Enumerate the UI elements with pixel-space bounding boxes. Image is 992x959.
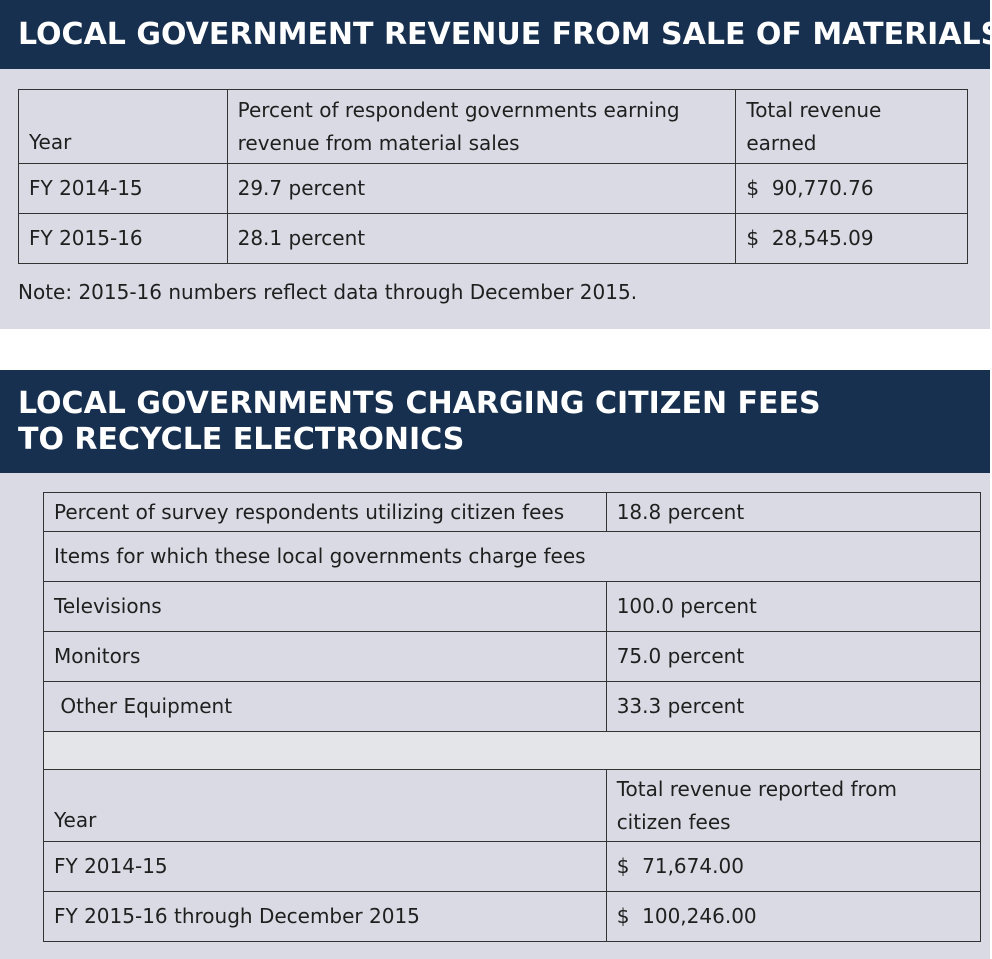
revenue-header-total: Total revenue reported from citizen fees — [605, 769, 982, 842]
header-revenue-line2: earned — [746, 130, 817, 155]
electronics-title-line1: LOCAL GOVERNMENTS CHARGING CITIZEN FEES — [18, 385, 821, 421]
revenue-row-year: FY 2015-16 through December 2015 — [43, 891, 607, 942]
materials-title: LOCAL GOVERNMENT REVENUE FROM SALE OF MA… — [18, 16, 992, 52]
row-revenue: $ 28,545.09 — [735, 213, 968, 264]
row-revenue: $ 90,770.76 — [735, 163, 968, 214]
item-value: 100.0 percent — [605, 581, 982, 632]
table-row: FY 2015-16 28.1 percent $ 28,545.09 — [18, 213, 968, 264]
revenue-header-line1: Total revenue reported from — [616, 776, 897, 801]
table-row: FY 2014-15 $ 71,674.00 — [43, 841, 982, 892]
revenue-header-line2: citizen fees — [616, 809, 731, 834]
table-row: FY 2014-15 29.7 percent $ 90,770.76 — [18, 163, 968, 214]
table-header-row: Year Percent of respondent governments e… — [18, 89, 968, 164]
item-label: Televisions — [43, 581, 607, 632]
table-row: Items for which these local governments … — [43, 531, 981, 582]
item-value: 33.3 percent — [605, 681, 982, 732]
header-percent: Percent of respondent governments earnin… — [226, 89, 737, 164]
revenue-row-value: $ 71,674.00 — [605, 841, 982, 892]
items-heading: Items for which these local governments … — [43, 531, 981, 582]
header-revenue-line1: Total revenue — [746, 97, 882, 122]
table-row: Televisions 100.0 percent — [43, 581, 982, 632]
header-year: Year — [18, 89, 228, 164]
header-revenue: Total revenue earned — [735, 89, 968, 164]
revenue-header-year: Year — [43, 769, 607, 842]
item-value: 75.0 percent — [605, 631, 982, 682]
table-row: Monitors 75.0 percent — [43, 631, 982, 682]
electronics-title-banner: LOCAL GOVERNMENTS CHARGING CITIZEN FEES … — [0, 370, 990, 473]
revenue-row-value: $ 100,246.00 — [605, 891, 982, 942]
item-label: Other Equipment — [43, 681, 607, 732]
table-row: FY 2015-16 through December 2015 $ 100,2… — [43, 891, 982, 942]
table-row: Other Equipment 33.3 percent — [43, 681, 982, 732]
row-percent: 29.7 percent — [226, 163, 737, 214]
revenue-row-year: FY 2014-15 — [43, 841, 607, 892]
item-label: Monitors — [43, 631, 607, 682]
materials-panel: LOCAL GOVERNMENT REVENUE FROM SALE OF MA… — [0, 0, 992, 329]
materials-table: Year Percent of respondent governments e… — [18, 89, 968, 264]
respondents-value: 18.8 percent — [605, 492, 982, 532]
header-percent-line1: Percent of respondent governments earnin… — [237, 97, 680, 122]
table-row: Percent of survey respondents utilizing … — [43, 492, 982, 532]
header-percent-line2: revenue from material sales — [237, 130, 520, 155]
spacer-row — [43, 731, 981, 770]
spacer-cell — [43, 731, 981, 770]
row-year: FY 2014-15 — [18, 163, 228, 214]
row-percent: 28.1 percent — [226, 213, 737, 264]
materials-note: Note: 2015-16 numbers reflect data throu… — [18, 280, 638, 304]
table-header-row: Year Total revenue reported from citizen… — [43, 769, 982, 842]
respondents-label: Percent of survey respondents utilizing … — [43, 492, 607, 532]
materials-title-banner: LOCAL GOVERNMENT REVENUE FROM SALE OF MA… — [0, 0, 992, 69]
electronics-title-line2: TO RECYCLE ELECTRONICS — [18, 421, 465, 457]
electronics-panel: LOCAL GOVERNMENTS CHARGING CITIZEN FEES … — [0, 370, 990, 959]
row-year: FY 2015-16 — [18, 213, 228, 264]
electronics-table: Percent of survey respondents utilizing … — [43, 492, 982, 942]
